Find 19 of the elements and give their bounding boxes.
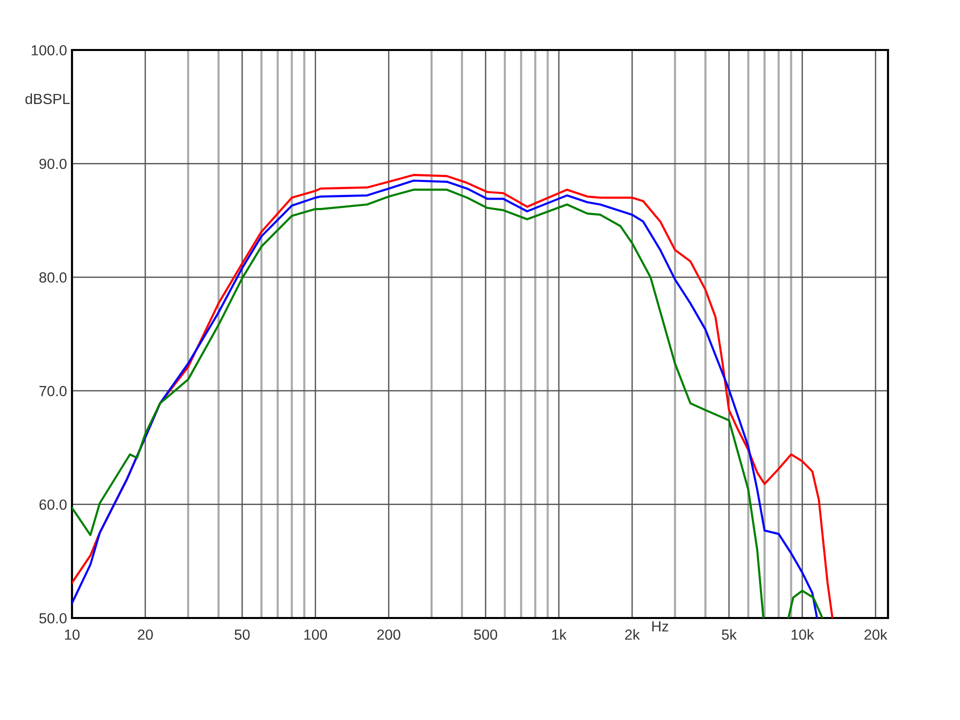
x-tick-label: 500 <box>474 629 498 640</box>
y-tick-label: 100.0 <box>32 45 67 56</box>
y-tick-label: 60.0 <box>40 500 67 510</box>
x-tick-label: 1k <box>552 629 567 640</box>
x-tick-label: 10k <box>792 629 814 640</box>
y-tick-label: 50.0 <box>39 613 67 624</box>
x-tick-label: 50 <box>234 629 250 640</box>
x-axis-title: Hz <box>652 621 668 632</box>
x-tick-label: 20k <box>864 629 888 640</box>
x-tick-label: 100 <box>304 629 328 640</box>
y-axis-title: dBSPL <box>25 93 70 104</box>
y-tick-label: 90.0 <box>39 158 67 170</box>
y-tick-label: 70.0 <box>40 386 67 396</box>
x-tick-label: 20 <box>138 629 153 640</box>
x-tick-label: 200 <box>377 629 400 640</box>
x-tick-label: 2k <box>625 629 640 640</box>
x-tick-label: 5k <box>722 629 737 640</box>
x-tick-label: 10 <box>65 629 80 640</box>
y-tick-label: 80.0 <box>39 272 67 283</box>
